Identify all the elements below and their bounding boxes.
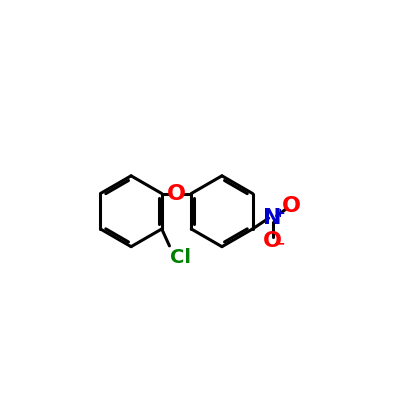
Text: O: O xyxy=(263,231,282,251)
Text: O: O xyxy=(282,196,301,216)
Text: N: N xyxy=(263,208,282,228)
Text: O: O xyxy=(167,184,186,204)
Text: −: − xyxy=(274,237,285,251)
Text: Cl: Cl xyxy=(170,248,191,267)
Text: +: + xyxy=(274,207,285,220)
